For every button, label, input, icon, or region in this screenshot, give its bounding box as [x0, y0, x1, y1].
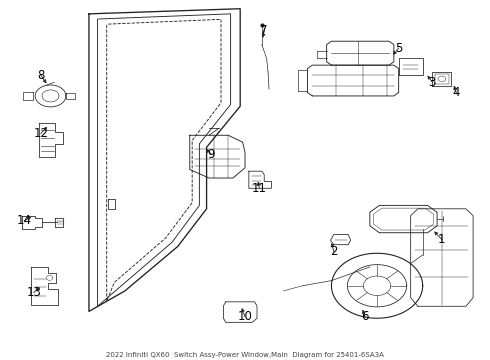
Text: 2022 Infiniti QX60  Switch Assy-Power Window,Main  Diagram for 25401-6SA3A: 2022 Infiniti QX60 Switch Assy-Power Win…	[106, 352, 384, 358]
Text: 3: 3	[429, 76, 436, 89]
Text: 5: 5	[395, 41, 402, 55]
Text: 1: 1	[438, 233, 445, 246]
Text: 7: 7	[261, 24, 268, 37]
Text: 9: 9	[208, 148, 215, 161]
Text: 13: 13	[26, 286, 41, 299]
Text: 6: 6	[361, 310, 369, 323]
Text: 8: 8	[37, 69, 45, 82]
Text: 14: 14	[17, 214, 32, 227]
Text: 10: 10	[238, 310, 252, 323]
Text: 12: 12	[33, 127, 49, 140]
Text: 2: 2	[330, 245, 338, 258]
Text: 11: 11	[252, 182, 267, 195]
Text: 4: 4	[453, 86, 460, 99]
